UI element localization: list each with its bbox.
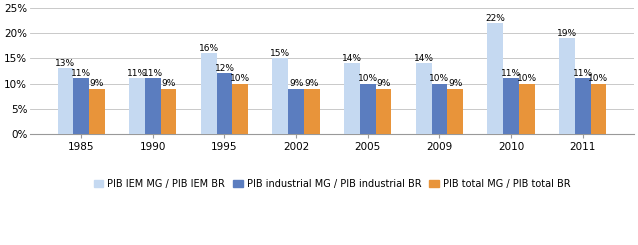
Text: 16%: 16% [198,44,219,53]
Text: 10%: 10% [588,74,609,83]
Bar [344,63,360,134]
Text: 9%: 9% [289,79,303,88]
Bar [591,84,606,134]
Bar [416,63,431,134]
Text: 9%: 9% [90,79,104,88]
Text: 14%: 14% [413,54,434,63]
Bar [431,84,447,134]
Bar [216,74,232,134]
Bar [503,78,519,134]
Text: 11%: 11% [71,69,91,78]
Text: 10%: 10% [230,74,250,83]
Text: 11%: 11% [143,69,163,78]
Text: 14%: 14% [342,54,362,63]
Bar [201,53,216,134]
Bar [519,84,535,134]
Bar [57,68,73,134]
Text: 19%: 19% [557,29,577,38]
Text: 10%: 10% [358,74,378,83]
Bar [447,88,463,134]
Bar [129,78,145,134]
Bar [575,78,591,134]
Bar [304,88,320,134]
Bar [559,38,575,134]
Legend: PIB IEM MG / PIB IEM BR, PIB industrial MG / PIB industrial BR, PIB total MG / P: PIB IEM MG / PIB IEM BR, PIB industrial … [94,179,570,189]
Bar [145,78,161,134]
Text: 11%: 11% [127,69,147,78]
Text: 10%: 10% [429,74,450,83]
Bar [89,88,105,134]
Text: 12%: 12% [214,64,235,73]
Text: 9%: 9% [305,79,319,88]
Bar [272,58,288,134]
Text: 9%: 9% [376,79,390,88]
Bar [360,84,376,134]
Text: 13%: 13% [56,59,75,68]
Text: 15%: 15% [271,49,290,58]
Text: 10%: 10% [517,74,537,83]
Text: 9%: 9% [448,79,463,88]
Text: 11%: 11% [501,69,521,78]
Bar [161,88,177,134]
Text: 22%: 22% [486,14,505,23]
Text: 11%: 11% [573,69,593,78]
Bar [73,78,89,134]
Bar [288,88,304,134]
Text: 9%: 9% [161,79,175,88]
Bar [487,23,503,134]
Bar [376,88,392,134]
Bar [232,84,248,134]
